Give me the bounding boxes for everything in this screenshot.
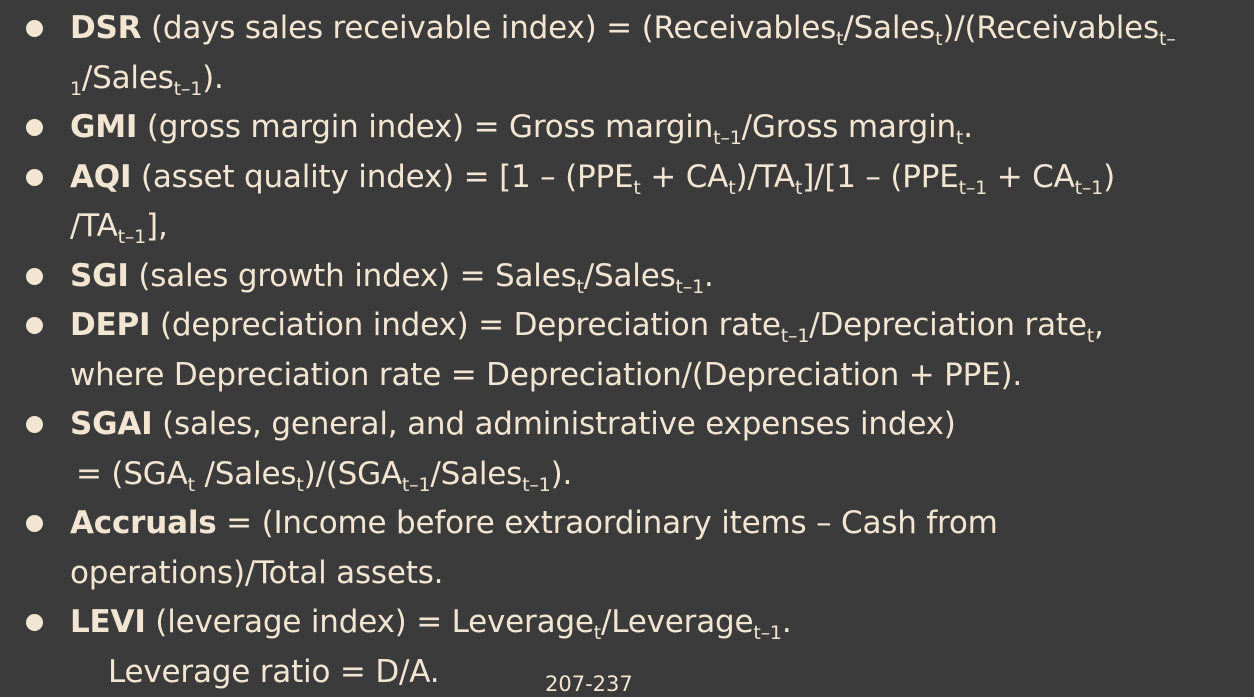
gmi-text: /Gross margin	[742, 109, 956, 145]
aqi-line-1: AQI (asset quality index) = [1 – (PPEt +…	[70, 153, 1242, 203]
levi-line-2: Leverage ratio = D/A.	[70, 648, 1242, 697]
aqi-text: /TA	[70, 208, 118, 244]
subscript: t–1	[713, 127, 741, 149]
depi-line-2: where Depreciation rate = Depreciation/(…	[70, 351, 1242, 401]
dsr-text: )/(Receivables	[942, 10, 1159, 46]
bullet-item-depi: DEPI (depreciation index) = Depreciation…	[22, 301, 1242, 400]
depi-text: ,	[1094, 307, 1104, 343]
depi-text: (depreciation index) = Depreciation rate	[150, 307, 780, 343]
bullet-item-accruals: Accruals = (Income before extraordinary …	[22, 499, 1242, 598]
bullet-dot-icon	[26, 268, 43, 285]
subscript: t–1	[402, 474, 430, 496]
bullet-dot-icon	[26, 119, 43, 136]
bullet-item-gmi: GMI (gross margin index) = Gross margint…	[22, 103, 1242, 153]
aqi-text: + CA	[987, 159, 1075, 195]
accruals-line-2: operations)/Total assets.	[70, 549, 1242, 599]
page-number: 207-237	[545, 672, 633, 696]
subscript: t–1	[781, 325, 809, 347]
sgi-line-1: SGI (sales growth index) = Salest/Salest…	[70, 252, 1242, 302]
dsr-text: (days sales receivable index) = (Receiva…	[141, 10, 836, 46]
sgai-text: /Sales	[195, 456, 296, 492]
dsr-text: /Sales	[843, 10, 935, 46]
subscript: t	[1087, 325, 1094, 347]
sgi-text: .	[704, 258, 714, 294]
sgi-text: /Sales	[584, 258, 676, 294]
aqi-text: )	[1103, 159, 1115, 195]
sgai-line-1: SGAI (sales, general, and administrative…	[70, 400, 1242, 450]
term-dsr: DSR	[70, 10, 141, 46]
bullet-item-aqi: AQI (asset quality index) = [1 – (PPEt +…	[22, 153, 1242, 252]
accruals-text: = (Income before extraordinary items – C…	[217, 505, 998, 541]
levi-text: /Leverage	[601, 604, 753, 640]
levi-text: .	[782, 604, 792, 640]
bullet-dot-icon	[26, 515, 43, 532]
bullet-dot-icon	[26, 20, 43, 37]
gmi-text: .	[963, 109, 973, 145]
depi-line-1: DEPI (depreciation index) = Depreciation…	[70, 301, 1242, 351]
subscript: t	[633, 177, 640, 199]
subscript: t–1	[959, 177, 987, 199]
bullet-item-sgi: SGI (sales growth index) = Salest/Salest…	[22, 252, 1242, 302]
gmi-text: (gross margin index) = Gross margin	[137, 109, 713, 145]
subscript: t–1	[118, 226, 146, 248]
term-gmi: GMI	[70, 109, 137, 145]
bullet-list: DSR (days sales receivable index) = (Rec…	[22, 4, 1242, 697]
sgai-text: (sales, general, and administrative expe…	[153, 406, 956, 442]
accruals-line-1: Accruals = (Income before extraordinary …	[70, 499, 1242, 549]
subscript: t–1	[522, 474, 550, 496]
aqi-text: ],	[146, 208, 168, 244]
subscript: t–1	[1075, 177, 1103, 199]
term-depi: DEPI	[70, 307, 150, 343]
subscript: 1	[70, 78, 82, 100]
gmi-line-1: GMI (gross margin index) = Gross margint…	[70, 103, 1242, 153]
subscript: t	[188, 474, 195, 496]
aqi-text: )/TA	[735, 159, 794, 195]
dsr-text: ).	[202, 60, 224, 96]
bullet-item-dsr: DSR (days sales receivable index) = (Rec…	[22, 4, 1242, 103]
aqi-text: (asset quality index) = [1 – (PPE	[131, 159, 633, 195]
term-aqi: AQI	[70, 159, 131, 195]
term-accruals: Accruals	[70, 505, 217, 541]
subscript: t–1	[676, 276, 704, 298]
subscript: t–1	[174, 78, 202, 100]
bullet-item-sgai: SGAI (sales, general, and administrative…	[22, 400, 1242, 499]
sgai-text: /Sales	[430, 456, 522, 492]
bullet-dot-icon	[26, 614, 43, 631]
bullet-dot-icon	[26, 317, 43, 334]
dsr-text: /Sales	[82, 60, 174, 96]
dsr-line-1: DSR (days sales receivable index) = (Rec…	[70, 4, 1242, 54]
sgai-text: ).	[551, 456, 573, 492]
dsr-line-2: 1/Salest–1).	[70, 54, 1242, 104]
sgai-text: = (SGA	[76, 456, 188, 492]
sgai-text: )/(SGA	[304, 456, 402, 492]
subscript: t	[594, 622, 601, 644]
footer-logo-icon	[1070, 688, 1254, 695]
term-sgi: SGI	[70, 258, 129, 294]
subscript: t–	[1159, 28, 1176, 50]
depi-text: /Depreciation rate	[809, 307, 1086, 343]
term-levi: LEVI	[70, 604, 146, 640]
subscript: t	[296, 474, 303, 496]
bullet-dot-icon	[26, 416, 43, 433]
bullet-dot-icon	[26, 169, 43, 186]
levi-text: (leverage index) = Leverage	[146, 604, 594, 640]
aqi-text: ]/[1 – (PPE	[802, 159, 958, 195]
levi-line-1: LEVI (leverage index) = Leveraget/Levera…	[70, 598, 1242, 648]
aqi-line-2: /TAt–1],	[70, 202, 1242, 252]
subscript: t–1	[753, 622, 781, 644]
term-sgai: SGAI	[70, 406, 153, 442]
sgi-text: (sales growth index) = Sales	[129, 258, 577, 294]
sgai-line-2: = (SGAt /Salest)/(SGAt–1/Salest–1).	[70, 450, 1242, 500]
aqi-text: + CA	[641, 159, 729, 195]
subscript: t	[577, 276, 584, 298]
